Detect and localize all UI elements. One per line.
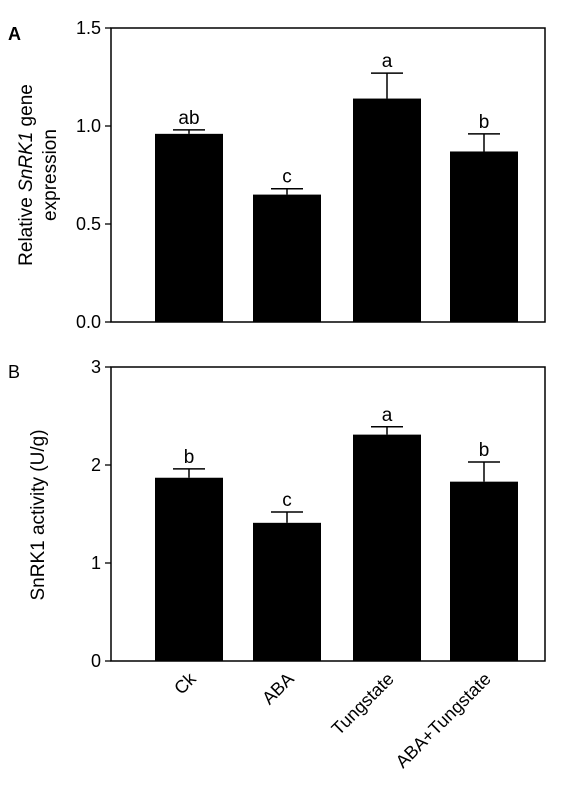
panel-a-y-tick-label: 1.0 [76, 116, 101, 136]
panel-a-letter: A [8, 24, 21, 44]
panel-a-chart: A Relative SnRK1 gene expression 0.0 0.5 1… [8, 18, 546, 332]
panel-a-y-tick-label: 0.0 [76, 312, 101, 332]
panel-b-y-tick-label: 3 [91, 357, 101, 377]
panel-a-y-tick-label: 1.5 [76, 18, 101, 38]
panel-a-significance-label: b [479, 112, 490, 133]
panel-b-y-tick-label: 2 [91, 455, 101, 475]
panel-b-bar-ck [155, 477, 223, 661]
panel-a-y-axis-title-suffix: gene [16, 84, 37, 132]
panel-b-significance-label: a [382, 405, 393, 426]
panel-a-significance-label: c [282, 167, 292, 188]
panel-a-bar-ck [155, 133, 223, 322]
panel-b-y-tick-label: 1 [91, 553, 101, 573]
panel-a-y-axis-title: Relative SnRK1 gene [16, 84, 37, 266]
panel-b-y-axis-title: SnRK1 activity (U/g) [28, 429, 49, 600]
panel-a-plot-frame [110, 27, 546, 323]
panel-a-significance-label: a [382, 51, 393, 72]
panel-b-significance-label: c [282, 490, 292, 511]
category-label-tungstate: Tungstate [328, 669, 398, 739]
panel-a-y-axis-title-line2: expression [40, 129, 61, 221]
panel-b-chart: B SnRK1 activity (U/g) 0 1 2 3 b c a b [8, 357, 546, 671]
panel-b-significance-label: b [479, 440, 490, 461]
category-label-ck: Ck [170, 668, 200, 698]
panel-a-y-axis-title-prefix: Relative [16, 192, 37, 266]
panel-b-plot-area: 0 1 2 3 b c a b [91, 357, 546, 671]
panel-b-bar-tungstate [353, 434, 421, 661]
panel-b-significance-label: b [184, 447, 195, 468]
panel-b-y-tick-label: 0 [91, 651, 101, 671]
panel-a-bar-aba-tungstate [450, 151, 518, 322]
category-label-aba: ABA [258, 669, 298, 709]
panel-b-letter: B [8, 362, 20, 382]
panel-a-bar-tungstate [353, 98, 421, 322]
panel-a-y-axis-title-italic: SnRK1 [16, 132, 37, 192]
panel-b-bar-aba [253, 522, 321, 661]
panel-b-plot-frame [110, 366, 546, 662]
category-label-aba-tungstate: ABA+Tungstate [392, 669, 495, 772]
panel-a-y-tick-label: 0.5 [76, 214, 101, 234]
panel-b-bar-aba-tungstate [450, 481, 518, 661]
panel-a-significance-label: ab [178, 108, 199, 129]
panel-a-bar-aba [253, 194, 321, 322]
